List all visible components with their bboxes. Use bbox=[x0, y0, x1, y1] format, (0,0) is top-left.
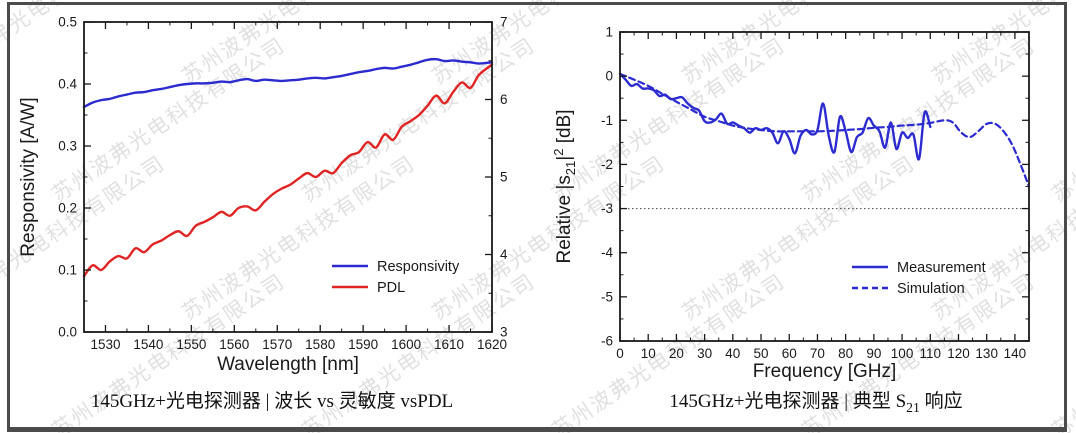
y-tick-label: 0.5 bbox=[58, 15, 77, 30]
y-tick-label: -6 bbox=[601, 334, 613, 349]
x-tick-label: 1540 bbox=[133, 337, 163, 352]
y2-tick-label: 7 bbox=[500, 15, 508, 30]
x-tick-label: 70 bbox=[810, 346, 825, 361]
y-tick-label: 0 bbox=[605, 69, 613, 84]
x-tick-label: 1570 bbox=[262, 337, 292, 352]
y-tick-label: 0.3 bbox=[58, 139, 77, 154]
x-tick-label: 90 bbox=[866, 346, 881, 361]
right-chart-caption: 145GHz+光电探测器 | 典型 S21 响应 bbox=[560, 386, 1072, 416]
series-line-measurement bbox=[618, 72, 932, 161]
right-caption-post: 响应 bbox=[919, 391, 963, 412]
right-caption-sub: 21 bbox=[906, 399, 920, 415]
x-tick-label: 40 bbox=[725, 346, 740, 361]
x-tick-label: 1530 bbox=[90, 337, 120, 352]
x-axis-label: Wavelength [nm] bbox=[217, 354, 359, 375]
plot-border bbox=[83, 21, 493, 333]
x-tick-label: 1610 bbox=[434, 337, 464, 352]
y-label-sub: 21 bbox=[563, 161, 578, 175]
legend-label-pdl: PDL bbox=[377, 280, 405, 296]
x-tick-label: 20 bbox=[669, 346, 684, 361]
series-line-simulation bbox=[618, 72, 1031, 188]
x-tick-label: 1580 bbox=[305, 337, 335, 352]
left-caption-text: 145GHz+光电探测器 | 波长 vs 灵敏度 vsPDL bbox=[90, 391, 454, 412]
y-tick-label: -2 bbox=[601, 157, 613, 172]
x-tick-label: 10 bbox=[641, 346, 656, 361]
y-tick-label: 0.0 bbox=[58, 325, 77, 340]
x-tick-label: 1550 bbox=[176, 337, 206, 352]
plot-border bbox=[619, 31, 1030, 342]
legend-label-measurement: Measurement bbox=[897, 260, 986, 276]
y2-tick-label: 4 bbox=[500, 247, 508, 262]
y-label-mid: | bbox=[554, 156, 575, 161]
y-tick-label: 0.4 bbox=[58, 77, 77, 92]
series-line-pdl bbox=[82, 63, 494, 278]
y-label-sup: 2 bbox=[552, 149, 566, 156]
x-tick-label: 50 bbox=[754, 346, 769, 361]
legend-label-simulation: Simulation bbox=[897, 281, 965, 297]
y-tick-label: 0.1 bbox=[58, 263, 77, 278]
y-tick-label: 0.2 bbox=[58, 201, 77, 216]
x-tick-label: 140 bbox=[1004, 346, 1027, 361]
y2-tick-label: 6 bbox=[500, 92, 508, 107]
x-tick-label: 80 bbox=[838, 346, 853, 361]
y2-tick-label: 5 bbox=[500, 170, 508, 185]
responsivity-pdl-chart: 1530 1540 1550 1560 1570 1580 1590 1600 1610 1620… bbox=[18, 15, 508, 376]
y-tick-label: -1 bbox=[601, 113, 613, 128]
x-tick-label: 1590 bbox=[348, 337, 378, 352]
x-tick-label: 30 bbox=[697, 346, 712, 361]
y-tick-label: -3 bbox=[601, 201, 613, 216]
x-tick-label: 60 bbox=[782, 346, 797, 361]
y2-tick-label: 3 bbox=[500, 325, 508, 340]
y-tick-label: -4 bbox=[601, 245, 613, 260]
x-tick-label: 130 bbox=[975, 346, 998, 361]
x-tick-label: 1600 bbox=[391, 337, 421, 352]
y-tick-label: -5 bbox=[601, 289, 613, 304]
s21-response-chart: 0 10 20 30 40 50 60 70 80 90 100 110 120 130 14010-1-2… bbox=[552, 25, 1031, 382]
x-tick-label: 100 bbox=[891, 346, 914, 361]
y-label-post: [dB] bbox=[554, 109, 575, 148]
y-axis-label: Responsivity [A/W] bbox=[18, 97, 39, 256]
y-label-pre: Relative |s bbox=[554, 175, 575, 263]
x-tick-label: 110 bbox=[920, 346, 942, 361]
right-caption-pre: 145GHz+光电探测器 | 典型 S bbox=[669, 391, 907, 412]
x-tick-label: 1560 bbox=[219, 337, 249, 352]
legend-label-responsivity: Responsivity bbox=[377, 259, 460, 275]
y-tick-label: 1 bbox=[605, 25, 613, 40]
x-axis-label: Frequency [GHz] bbox=[753, 361, 897, 382]
x-tick-label: 0 bbox=[616, 346, 624, 361]
left-chart-caption: 145GHz+光电探测器 | 波长 vs 灵敏度 vsPDL bbox=[12, 386, 532, 413]
x-tick-label: 120 bbox=[947, 346, 970, 361]
y-axis-label: Relative |s21|2 [dB] bbox=[552, 109, 578, 263]
series-line-responsivity bbox=[82, 57, 494, 109]
x-tick-label: 1620 bbox=[477, 337, 507, 352]
